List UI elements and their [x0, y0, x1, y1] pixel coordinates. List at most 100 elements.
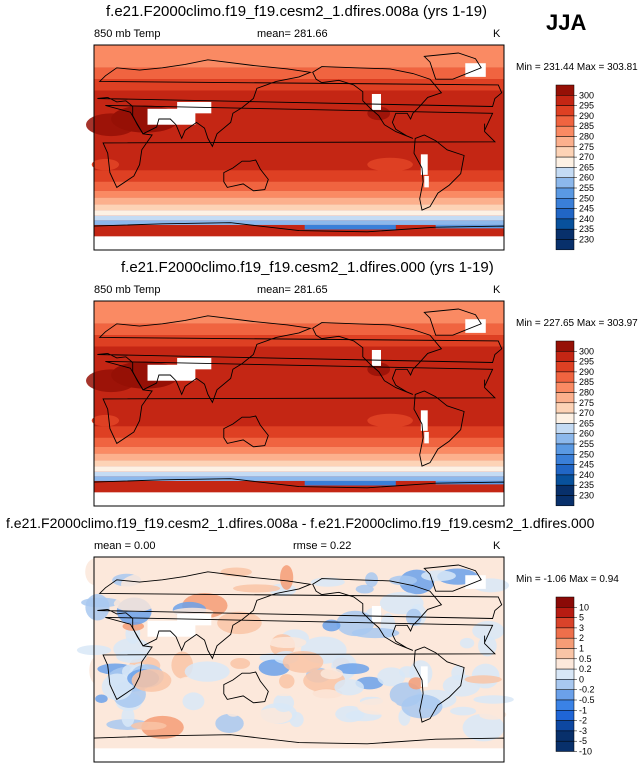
panel1-variable-label: 850 mb Temp: [94, 28, 161, 40]
colorbar-label: -3: [579, 726, 587, 736]
colorbar-label: 275: [579, 398, 594, 408]
colorbar-label: 270: [579, 152, 594, 162]
colorbar-swatch: [555, 177, 575, 189]
colorbar-label: 245: [579, 460, 594, 470]
colorbar-label: -0.2: [579, 685, 595, 695]
anomaly-patch: [184, 661, 230, 682]
coastline-samerica: [413, 390, 465, 467]
colorbar-swatch: [555, 637, 575, 649]
colorbar-label: 290: [579, 367, 594, 377]
colorbar-swatch: [555, 361, 575, 373]
colorbar-swatch: [555, 84, 575, 96]
anomaly-patch: [289, 711, 304, 728]
masked-region: [420, 410, 428, 431]
anomaly-patch: [335, 705, 365, 723]
anomaly-patch: [464, 675, 502, 684]
colorbar-swatch: [555, 125, 575, 137]
panel3-units: K: [493, 540, 501, 552]
colorbar-label: 250: [579, 193, 594, 203]
colorbar-label: 295: [579, 101, 594, 111]
anomaly-patch: [365, 572, 378, 588]
colorbar-label: -10: [579, 747, 592, 757]
temp-band: [94, 460, 504, 467]
panel3-title: f.e21.F2000climo.f19_f19.cesm2_1.dfires.…: [6, 515, 595, 531]
anomaly-patch: [320, 668, 343, 680]
anomaly-patch: [268, 636, 307, 649]
colorbar-swatch: [555, 710, 575, 721]
colorbar-swatch: [555, 607, 575, 618]
panel2-variable-label: 850 mb Temp: [94, 284, 161, 296]
temp-band: [94, 181, 504, 191]
anomaly-patch: [282, 650, 324, 673]
cool-tongue: [367, 157, 413, 172]
masked-region: [420, 666, 428, 687]
colorbar-label: 285: [579, 377, 594, 387]
anomaly-patch: [113, 595, 156, 612]
anomaly-patch: [322, 619, 341, 632]
map-frame: [93, 556, 505, 763]
colorbar-swatch: [555, 679, 575, 690]
colorbar-label: -0.5: [579, 695, 595, 705]
coastline-namerica: [312, 578, 443, 651]
cool-tongue: [91, 158, 120, 171]
colorbar-swatch: [555, 187, 575, 199]
colorbar-label: 260: [579, 173, 594, 183]
masked-region: [424, 175, 429, 188]
anomaly-patch: [131, 721, 167, 730]
colorbar-label: 290: [579, 111, 594, 121]
anomaly-patch: [226, 705, 241, 717]
colorbar-label: 2: [579, 633, 584, 643]
colorbar-label: 280: [579, 132, 594, 142]
antarctica-mask: [94, 236, 504, 250]
panel3-min-max: Min = -1.06 Max = 0.94: [516, 574, 619, 585]
colorbar-swatch: [555, 167, 575, 178]
anomaly-patch: [473, 695, 514, 704]
coastline-greenland: [423, 308, 482, 336]
colorbar-swatch: [555, 95, 575, 106]
colorbar-swatch: [555, 381, 575, 393]
anomaly-patch: [450, 706, 477, 716]
anomaly-patch: [215, 713, 244, 733]
colorbar-swatch: [555, 105, 575, 117]
colorbar-swatch: [555, 464, 575, 476]
masked-region: [371, 605, 381, 622]
coastline-greenland: [423, 52, 482, 80]
cool-tongue: [367, 413, 413, 428]
panel2-map: [86, 300, 505, 507]
temp-band: [94, 67, 504, 80]
temp-band: [94, 335, 504, 347]
colorbar-swatch: [555, 495, 575, 507]
anomaly-patch: [182, 692, 205, 711]
colorbar-label: 0.2: [579, 664, 592, 674]
temp-band: [94, 45, 504, 68]
colorbar-swatch: [555, 474, 575, 486]
colorbar-label: 240: [579, 470, 594, 480]
anomaly-patch: [398, 666, 416, 678]
colorbar-swatch: [555, 720, 575, 732]
coastlines: [93, 308, 505, 507]
temp-band: [94, 323, 504, 336]
anomaly-patch: [408, 677, 424, 690]
map-frame: [93, 300, 505, 507]
colorbar-swatch: [555, 228, 575, 240]
panel1-title: f.e21.F2000climo.f19_f19.cesm2_1.dfires.…: [106, 3, 488, 20]
temp-band: [94, 220, 504, 225]
colorbar-label: 1: [579, 644, 584, 654]
anomaly-patch: [335, 663, 370, 675]
anomaly-patch: [280, 565, 294, 590]
masked-region: [424, 431, 429, 444]
colorbar-swatch: [555, 699, 575, 711]
colorbar-label: -2: [579, 716, 587, 726]
hot-region: [367, 362, 391, 377]
colorbar-label: 300: [579, 90, 594, 100]
anomaly-patch: [377, 667, 406, 687]
colorbar-swatch: [555, 156, 575, 168]
anomaly-patch: [81, 597, 121, 608]
coastline-africa: [102, 616, 496, 701]
panel1-map: [86, 44, 505, 251]
panel1-min-max: Min = 231.44 Max = 303.81: [516, 62, 638, 73]
hot-region: [86, 113, 137, 137]
colorbar-label: 300: [579, 346, 594, 356]
coastline-africa: [102, 104, 496, 189]
temp-band: [94, 301, 504, 324]
